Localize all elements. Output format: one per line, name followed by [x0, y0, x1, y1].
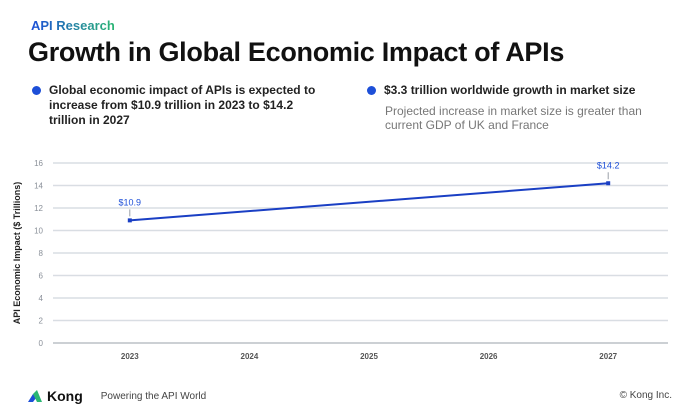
- copyright: © Kong Inc.: [619, 390, 672, 401]
- data-point: [606, 181, 611, 186]
- y-tick-label: 10: [34, 227, 43, 236]
- highlight-text: $3.3 trillion worldwide growth in market…: [384, 83, 636, 97]
- footer-brand: Kong Powering the API World: [27, 388, 206, 404]
- x-tick-label: 2027: [599, 352, 617, 361]
- data-point: [127, 218, 132, 223]
- series-line: [129, 182, 609, 222]
- x-tick-label: 2026: [480, 352, 498, 361]
- y-tick-label: 12: [34, 204, 43, 213]
- kicker: API Research: [31, 18, 115, 33]
- y-tick-label: 2: [39, 317, 44, 326]
- data-label: $14.2: [597, 160, 620, 170]
- highlight-subtext: Projected increase in market size is gre…: [385, 104, 642, 132]
- tagline: Powering the API World: [100, 390, 207, 402]
- y-tick-label: 8: [39, 249, 44, 258]
- data-label: $10.9: [119, 197, 142, 207]
- page-title: Growth in Global Economic Impact of APIs: [28, 37, 565, 67]
- y-tick-label: 16: [34, 159, 43, 168]
- x-tick-label: 2024: [241, 352, 259, 361]
- y-tick-label: 0: [39, 339, 44, 348]
- kong-logo-icon: [28, 390, 42, 402]
- y-tick-label: 4: [39, 294, 44, 303]
- bullet-dot-icon: [32, 86, 41, 95]
- y-tick-label: 6: [39, 272, 44, 281]
- line-chart: 0 2 4 6 8 10 12 14 16 2023 2024 2025 2026 2027 API Eco…: [12, 159, 668, 361]
- y-axis-label: API Economic Impact ($ Trillions): [12, 182, 22, 325]
- highlight-text: Global economic impact of APIs is expect…: [49, 83, 316, 127]
- x-tick-label: 2025: [360, 352, 378, 361]
- highlight-2: $3.3 trillion worldwide growth in market…: [367, 83, 667, 98]
- brand-name: Kong: [47, 388, 83, 404]
- x-tick-label: 2023: [121, 352, 139, 361]
- y-tick-label: 14: [34, 182, 43, 191]
- bullet-dot-icon: [367, 86, 376, 95]
- highlight-1: Global economic impact of APIs is expect…: [32, 83, 322, 128]
